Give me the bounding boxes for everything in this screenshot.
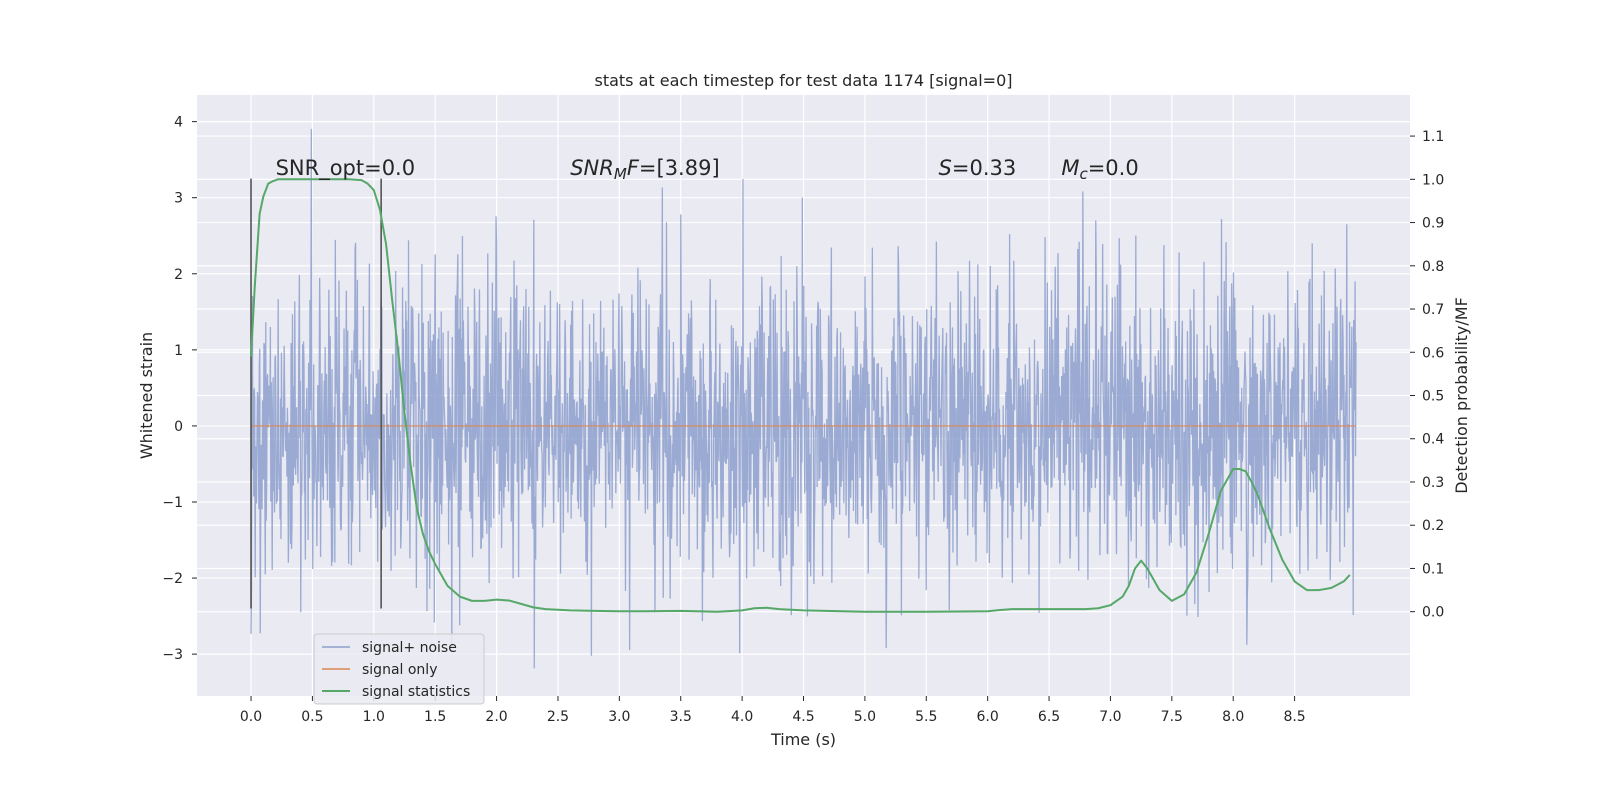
x-tick-label: 7.0 [1099, 709, 1121, 725]
chart-title: stats at each timestep for test data 117… [594, 71, 1012, 90]
x-tick-label: 5.5 [915, 709, 937, 725]
annotation-part: F [627, 156, 640, 180]
series-signal-statistics [250, 178, 1351, 613]
y-ticks: −3 −2 −1 0 1 2 3 4 [162, 115, 197, 663]
y2-tick-label: 0.1 [1422, 561, 1444, 577]
annotation: SNRMF=[3.89] [570, 156, 719, 183]
x-tick-label: 2.5 [547, 709, 569, 725]
y-tick-label: −1 [162, 495, 183, 511]
x-tick-label: 1.5 [424, 709, 446, 725]
x-tick-label: 0.0 [240, 709, 262, 725]
x-tick-label: 0.5 [301, 709, 323, 725]
x-ticks: 0.0 0.5 1.0 1.5 2.0 2.5 3.0 3.5 4.0 4.5 5.0 5.5 6.0 6… [240, 696, 1306, 725]
y-axis-label: Whitened strain [137, 332, 156, 459]
x-tick-label: 4.0 [731, 709, 753, 725]
annotation-part: M [1061, 156, 1079, 180]
annotation: SNR_opt=0.0 [276, 156, 416, 181]
y2-tick-label: 0.2 [1422, 518, 1444, 534]
x-tick-label: 1.0 [363, 709, 385, 725]
annotation: Mc=0.0 [1061, 156, 1138, 183]
y2-axis-label: Detection probability/MF [1452, 297, 1471, 494]
annotation-part: =0.0 [1088, 156, 1139, 180]
series-signal-noise [250, 128, 1357, 669]
y-tick-label: 3 [174, 191, 183, 207]
y2-ticks: 0.0 0.1 0.2 0.3 0.4 0.5 0.6 0.7 0.8 0.9 1.0 1.1 [1410, 129, 1444, 621]
annotation-part: S [939, 156, 952, 180]
y2-tick-label: 0.5 [1422, 389, 1444, 405]
annotation-part: =0.33 [952, 156, 1016, 180]
annotation: S=0.33 [939, 156, 1017, 180]
legend-entry: signal+ noise [362, 640, 457, 656]
y-tick-label: 1 [174, 343, 183, 359]
x-tick-label: 4.5 [792, 709, 814, 725]
x-axis-label: Time (s) [770, 730, 836, 749]
legend-box [313, 633, 485, 705]
y2-tick-label: 0.3 [1422, 475, 1444, 491]
legend-entry: signal statistics [362, 684, 470, 700]
noise-line [250, 128, 1357, 669]
y2-tick-label: 0.0 [1422, 605, 1444, 621]
legend: signal+ noise signal only signal statistic… [313, 633, 485, 705]
y2-tick-label: 1.0 [1422, 172, 1444, 188]
y2-tick-label: 0.6 [1422, 345, 1444, 361]
x-tick-label: 8.0 [1222, 709, 1244, 725]
x-tick-label: 6.0 [977, 709, 999, 725]
y2-tick-label: 0.8 [1422, 259, 1444, 275]
signal-statistics-line [250, 178, 1351, 613]
annotation-part: =[3.89] [639, 156, 720, 180]
y-tick-label: −2 [162, 571, 183, 587]
x-tick-label: 6.5 [1038, 709, 1060, 725]
y-tick-label: 0 [174, 419, 183, 435]
legend-entry: signal only [362, 662, 437, 678]
x-tick-label: 7.5 [1161, 709, 1183, 725]
y-tick-label: 4 [174, 115, 183, 131]
annotation-part: SNR_opt=0.0 [276, 156, 416, 181]
x-tick-label: 3.0 [608, 709, 630, 725]
x-tick-label: 3.5 [670, 709, 692, 725]
vertical-lines [250, 178, 382, 609]
y2-tick-label: 1.1 [1422, 129, 1444, 145]
x-tick-label: 8.5 [1283, 709, 1305, 725]
annotation-part: M [614, 165, 627, 183]
y2-tick-label: 0.4 [1422, 432, 1444, 448]
x-tick-label: 2.0 [485, 709, 507, 725]
x-tick-label: 5.0 [854, 709, 876, 725]
annotations: SNR_opt=0.0 SNRMF=[3.89] S=0.33 Mc=0.0 [276, 156, 1139, 183]
annotation-part: SNR [570, 156, 614, 180]
y-tick-label: 2 [174, 267, 183, 283]
y2-tick-label: 0.9 [1422, 216, 1444, 232]
y-tick-label: −3 [162, 647, 183, 663]
annotation-part: c [1079, 165, 1088, 183]
y2-tick-label: 0.7 [1422, 302, 1444, 318]
